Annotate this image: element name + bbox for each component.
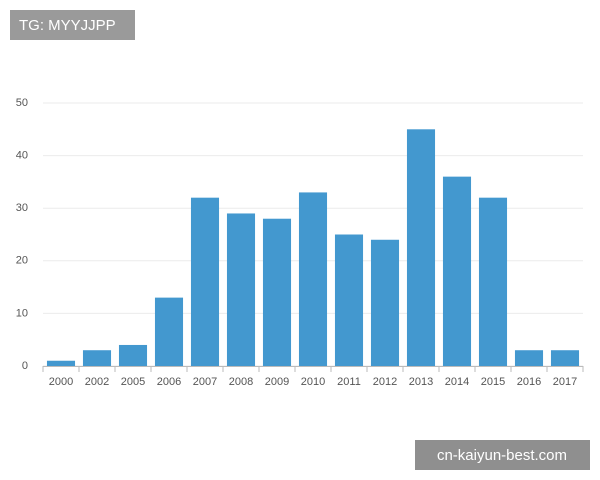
x-tick-label: 2011 <box>337 376 361 388</box>
x-tick-label: 2000 <box>49 376 73 388</box>
bar <box>334 234 364 366</box>
y-tick-label: 50 <box>16 97 28 109</box>
bar <box>406 129 436 366</box>
x-tick-label: 2013 <box>409 376 433 388</box>
bar <box>298 192 328 366</box>
x-tick-label: 2016 <box>517 376 541 388</box>
x-tick-label: 2006 <box>157 376 181 388</box>
x-tick-label: 2008 <box>229 376 253 388</box>
bar <box>46 360 76 366</box>
bar <box>478 197 508 366</box>
bar <box>370 239 400 366</box>
x-tick-label: 2010 <box>301 376 325 388</box>
x-tick-label: 2005 <box>121 376 145 388</box>
x-tick-label: 2009 <box>265 376 289 388</box>
bar <box>118 344 148 366</box>
bar <box>190 197 220 366</box>
x-tick-label: 2017 <box>553 376 577 388</box>
y-tick-label: 10 <box>16 307 28 319</box>
y-tick-label: 20 <box>16 255 28 267</box>
watermark-box <box>415 440 590 470</box>
x-tick-label: 2007 <box>193 376 217 388</box>
watermark: cn-kaiyun-best.com <box>437 447 567 464</box>
bar <box>154 297 184 366</box>
bar <box>82 350 112 366</box>
bar <box>262 218 292 366</box>
y-tick-label: 30 <box>16 202 28 214</box>
bar <box>514 350 544 366</box>
x-tick-label: 2012 <box>373 376 397 388</box>
y-tick-label: 40 <box>16 150 28 162</box>
plot-area: 0 10 20 30 40 50 2000 2002 2005 2006 2007 2008 2009 2… <box>16 97 584 388</box>
x-tick-label: 2014 <box>445 376 469 388</box>
bar <box>226 213 256 366</box>
watermark: TG: MYYJJPP <box>19 17 116 34</box>
bar <box>550 350 580 366</box>
bar <box>442 176 472 366</box>
x-tick-label: 2002 <box>85 376 109 388</box>
y-tick-label: 0 <box>22 360 28 372</box>
watermark-box <box>10 10 135 40</box>
x-tick-label: 2015 <box>481 376 505 388</box>
